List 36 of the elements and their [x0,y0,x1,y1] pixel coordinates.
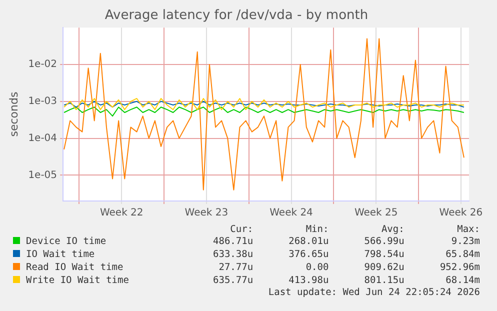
text: 27.77u [218,261,254,274]
legend-label: Write IO Wait time [25,274,130,287]
text: Avg: [380,224,406,235]
text: Last update: Wed Jun 24 22:05:24 2026 [267,287,481,298]
text: Min: [304,224,330,235]
x-tick-label: Week 25 [354,208,398,219]
chart-title: Average latency for /dev/vda - by month [104,8,368,24]
text: 413.98u [288,274,330,287]
x-tick-label: Week 22 [100,208,144,219]
text: 798.54u [363,248,406,261]
text: 9.23m [450,235,481,248]
text: Cur: [229,224,254,235]
x-tick-label: Week 26 [439,208,483,219]
x-tick-label: Week 24 [270,208,313,219]
legend-label: IO Wait time [25,248,96,261]
y-tick-label: 1e-03 [28,96,58,107]
text: 801.15u [363,274,406,287]
text: 635.77u [212,274,254,287]
text: 952.96m [438,261,481,274]
text: 0.00 [304,261,330,274]
text: 486.71u [212,235,254,248]
legend-label: Read IO Wait time [25,261,124,274]
text: Max: [456,224,481,235]
text: 909.62u [363,261,406,274]
text: 376.65u [288,248,330,261]
text: 65.84m [444,248,481,261]
text: 566.99u [363,235,406,248]
y-axis-title: seconds [7,92,20,137]
text: 68.14m [444,274,481,287]
legend-label: Device IO time [25,235,108,248]
y-tick-label: 1e-05 [28,170,58,181]
x-tick-label: Week 23 [184,208,228,219]
text: 268.01u [288,235,330,248]
text: 633.38u [212,248,254,261]
y-tick-label: 1e-02 [28,59,58,70]
y-tick-label: 1e-04 [28,132,58,144]
